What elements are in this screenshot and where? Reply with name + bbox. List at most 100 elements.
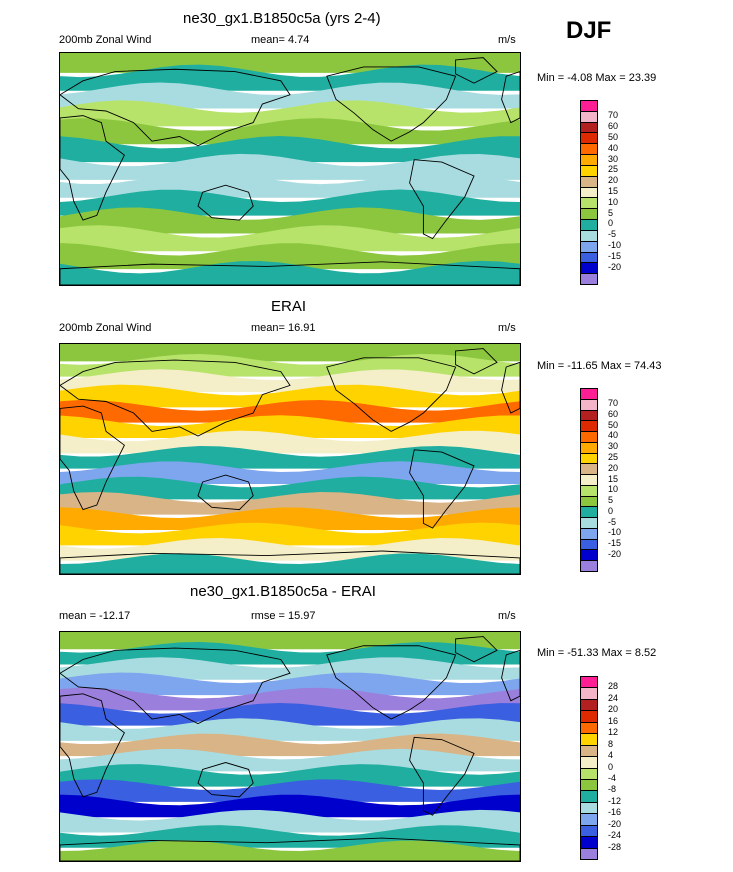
colorbar-level-label: -20 (608, 548, 622, 559)
colorbar-level-label: 50 (608, 131, 619, 142)
panel1-units: m/s (498, 34, 516, 46)
colorbar-level-label: -5 (608, 229, 617, 240)
colorbar-level-label: 20 (608, 175, 619, 186)
coastline (60, 115, 125, 221)
contour-band (60, 189, 520, 216)
colorbar-level-label: -15 (608, 250, 622, 261)
coastline (60, 647, 291, 725)
season-label: DJF (566, 17, 612, 44)
contour-band (60, 430, 520, 454)
coastline (409, 736, 475, 816)
colorbar-swatch (580, 273, 598, 285)
contour-band (60, 415, 520, 438)
colorbar-level-label: 30 (608, 153, 619, 164)
contour-band (60, 153, 520, 180)
colorbar-level-label: -5 (608, 516, 617, 527)
panel1-colorbar: 70 60 50 40 30 25 20 15 10 5 0 -5 -10 -15 -20 (580, 100, 621, 285)
colorbar-level-label: -10 (608, 527, 622, 538)
colorbar-level-label: 8 (608, 738, 614, 749)
panel3-mean-label: mean = -12.17 (59, 610, 131, 622)
contour-band (60, 461, 520, 484)
colorbar-level-label: 12 (608, 727, 619, 738)
contour-band (60, 476, 520, 500)
contour-band (60, 207, 520, 234)
colorbar-level-label: 60 (608, 121, 619, 132)
colorbar-level-label: 25 (608, 164, 619, 175)
panel3-colorbar: 28 24 20 16 12 8 4 0 -4 -8 -12 -16 -20 -24 -28 (580, 676, 621, 860)
colorbar-level-label: 40 (608, 142, 619, 153)
colorbar-swatch (580, 560, 598, 572)
panel2-minmax: Min = -11.65 Max = 74.43 (537, 360, 662, 372)
colorbar-level-label: 40 (608, 430, 619, 441)
colorbar-level-label: 4 (608, 750, 614, 761)
coastline (60, 550, 520, 574)
panel3-units: m/s (498, 610, 516, 622)
colorbar-level-label: 5 (608, 207, 614, 218)
contour-band (60, 260, 520, 285)
coastline (60, 359, 291, 437)
contour-band (60, 687, 520, 711)
contour-band (60, 399, 520, 423)
colorbar-level-label: 16 (608, 715, 619, 726)
panel1-mean-label: mean= 4.74 (251, 34, 310, 46)
colorbar-level-label: -4 (608, 772, 617, 783)
colorbar-level-label: 15 (608, 186, 619, 196)
contour-band (60, 507, 520, 530)
contour-band (60, 794, 520, 818)
contour-band (60, 764, 520, 787)
colorbar-level-label: 0 (608, 761, 614, 772)
colorbar-level-label: -10 (608, 240, 622, 251)
colorbar-level-label: 30 (608, 441, 619, 452)
coastline (197, 184, 254, 221)
contour-band (60, 100, 520, 127)
coastline (60, 693, 125, 798)
coastline (60, 405, 125, 511)
colorbar-level-label: 60 (608, 408, 619, 419)
colorbar-level-label: -28 (608, 841, 622, 852)
contour-band (60, 491, 520, 515)
panel1-title: ne30_gx1.B1850c5a (yrs 2-4) (183, 10, 381, 27)
colorbar-level-label: -16 (608, 807, 622, 818)
coastline (501, 71, 520, 124)
colorbar-level-label: 70 (608, 110, 619, 121)
coastline (60, 261, 520, 285)
panel1-left-label: 200mb Zonal Wind (59, 34, 152, 46)
contour-band (60, 702, 520, 726)
colorbar-level-label: 5 (608, 495, 614, 506)
colorbar-level-label: -15 (608, 538, 622, 549)
coastline (455, 348, 498, 375)
panel1-minmax: Min = -4.08 Max = 23.39 (537, 72, 657, 84)
panel2-mean-label: mean= 16.91 (251, 322, 316, 334)
panel2-map (59, 343, 521, 575)
panel2-units: m/s (498, 322, 516, 334)
contour-band (60, 657, 520, 680)
panel2-left-label: 200mb Zonal Wind (59, 322, 152, 334)
panel2-title: ERAI (271, 298, 307, 315)
colorbar-level-label: 25 (608, 451, 619, 462)
contour-band (60, 672, 520, 696)
colorbar-swatch (580, 847, 598, 860)
coastline (409, 159, 475, 240)
colorbar-level-label: -20 (608, 261, 622, 272)
coastline (60, 837, 520, 861)
coastline (455, 636, 498, 663)
contour-band (60, 82, 520, 109)
contour-band (60, 384, 520, 408)
panel2-colorbar: 70 60 50 40 30 25 20 15 10 5 0 -5 -10 -15 -20 (580, 388, 621, 572)
panel1-map (59, 52, 521, 286)
contour-band (60, 522, 520, 546)
colorbar-level-label: 20 (608, 462, 619, 473)
colorbar-level-label: 70 (608, 398, 619, 409)
coastline (60, 68, 291, 147)
panel3-title: ne30_gx1.B1850c5a - ERAI (190, 583, 376, 600)
contour-band (60, 748, 520, 772)
contour-band (60, 553, 520, 574)
contour-band (60, 779, 520, 802)
coastline (326, 66, 457, 142)
colorbar-level-label: -24 (608, 830, 622, 841)
colorbar-level-label: 10 (608, 196, 619, 207)
panel3-minmax: Min = -51.33 Max = 8.52 (537, 647, 657, 659)
colorbar-level-label: 10 (608, 484, 619, 495)
contour-band (60, 225, 520, 252)
colorbar-level-label: 15 (608, 473, 619, 484)
